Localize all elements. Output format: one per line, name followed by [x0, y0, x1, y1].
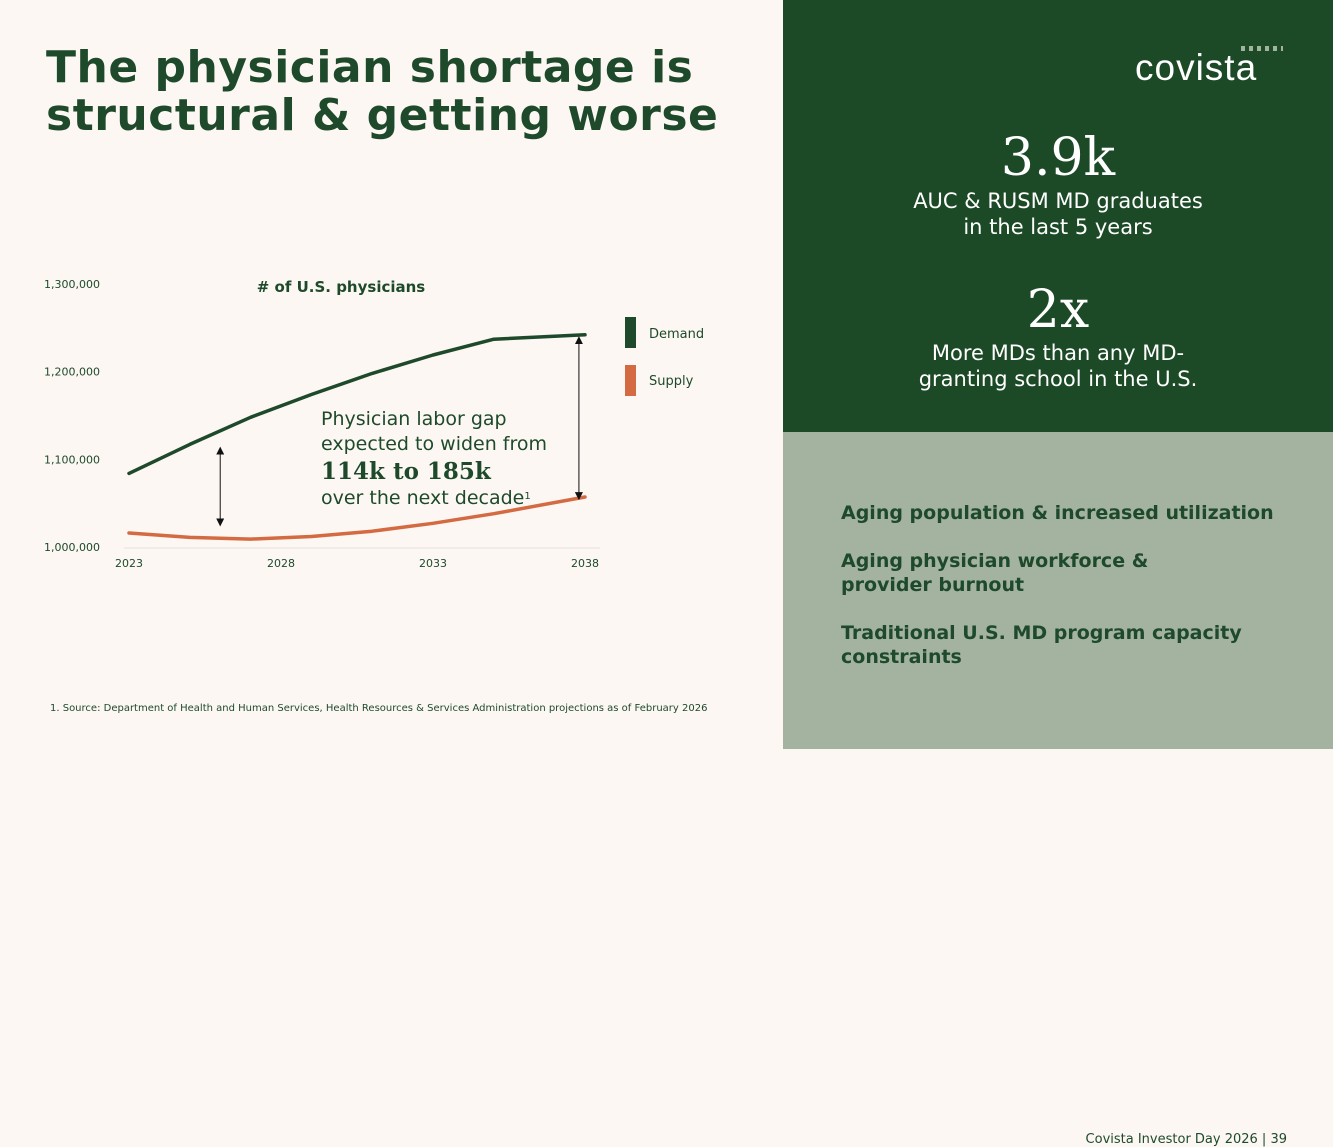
legend-supply-swatch: [625, 365, 636, 396]
stat-mds-value: 2x: [1026, 280, 1090, 340]
slide-title: The physician shortage is structural & g…: [46, 44, 718, 140]
source-footnote: 1. Source: Department of Health and Huma…: [50, 703, 708, 714]
legend-demand-label: Demand: [649, 327, 704, 342]
y-tick-label: 1,200,000: [44, 366, 100, 379]
footnote-mark: 1: [524, 491, 531, 502]
y-tick-label: 1,300,000: [44, 278, 100, 291]
gap-annotation-line-2: expected to widen from: [321, 433, 548, 455]
stat-graduates-desc: AUC & RUSM MD graduates in the last 5 ye…: [783, 188, 1333, 240]
series-line-supply: [127, 495, 587, 541]
y-tick-label: 1,000,000: [44, 541, 100, 554]
factors-panel: Aging population & increased utilization…: [783, 432, 1333, 1147]
y-tick-label: 1,100,000: [44, 453, 100, 466]
covista-logo: covista: [1135, 46, 1289, 88]
stat-mds: 2x More MDs than any MD- granting school…: [783, 280, 1333, 392]
stat-graduates-desc-line-1: AUC & RUSM MD graduates: [913, 189, 1203, 213]
gap-annotation-line-1: Physician labor gap: [321, 408, 507, 430]
factor-workforce-burnout: Aging physician workforce & provider bur…: [841, 550, 1149, 596]
stat-graduates-desc-line-2: in the last 5 years: [963, 215, 1153, 239]
x-tick-label: 2023: [115, 557, 143, 570]
gap-annotation-highlight: 114k to 185k: [321, 458, 491, 485]
left-panel: The physician shortage is structural & g…: [0, 0, 783, 749]
stat-mds-desc: More MDs than any MD- granting school in…: [783, 340, 1333, 392]
slide-title-line-1: The physician shortage is: [46, 42, 694, 93]
stats-panel: covista 3.9k AUC & RUSM MD graduates in …: [783, 0, 1333, 432]
stat-mds-desc-line-1: More MDs than any MD-: [931, 341, 1185, 365]
x-tick-label: 2038: [571, 557, 599, 570]
gap-annotation: Physician labor gap expected to widen fr…: [321, 407, 547, 511]
gap-annotation-line-3: over the next decade: [321, 487, 525, 509]
x-tick-label: 2033: [419, 557, 447, 570]
physician-chart: # of U.S. physicians 1,000,000 1,100,000 1…: [44, 278, 704, 570]
legend-supply-label: Supply: [649, 374, 694, 389]
page-footer: Covista Investor Day 2026 | 39: [1085, 1132, 1287, 1147]
logo-dots: [1241, 46, 1283, 51]
slide-title-line-2: structural & getting worse: [46, 90, 719, 141]
gap-annotation-line-3-wrap: over the next decade1: [321, 486, 547, 511]
factor-program-capacity: Traditional U.S. MD program capacity con…: [841, 622, 1242, 668]
chart-legend: Demand Supply: [625, 317, 704, 396]
chart-title: # of U.S. physicians: [257, 278, 426, 296]
x-tick-label: 2028: [267, 557, 295, 570]
logo-wordmark: covista: [1135, 47, 1258, 88]
factor-aging-population: Aging population & increased utilization: [841, 502, 1274, 524]
stat-graduates-value: 3.9k: [1000, 128, 1116, 188]
factors-list: Aging population & increased utilization…: [841, 501, 1274, 693]
stat-mds-desc-line-2: granting school in the U.S.: [918, 367, 1198, 391]
stat-graduates: 3.9k AUC & RUSM MD graduates in the last…: [783, 128, 1333, 240]
legend-demand-swatch: [625, 317, 636, 348]
series-line-demand: [127, 333, 587, 476]
